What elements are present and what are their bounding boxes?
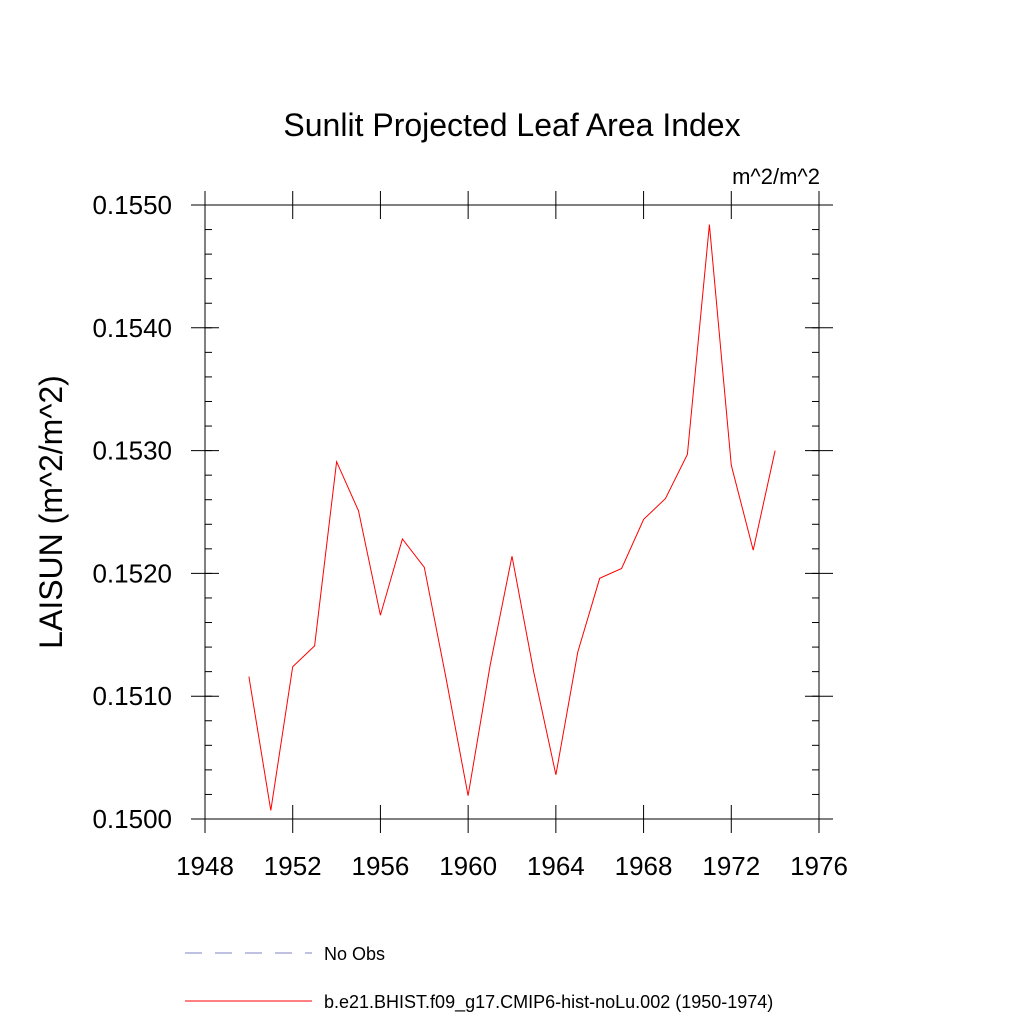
y-tick-label: 0.1520 [92, 558, 172, 588]
y-axis-label: LAISUN (m^2/m^2) [33, 375, 69, 649]
x-axis-ticks [204, 191, 820, 833]
units-label: m^2/m^2 [732, 164, 820, 189]
y-tick-label: 0.1500 [92, 804, 172, 834]
x-tick-label: 1960 [439, 851, 497, 881]
y-tick-label: 0.1550 [92, 190, 172, 220]
x-tick-label: 1952 [264, 851, 322, 881]
series-layer [248, 224, 776, 811]
y-tick-label: 0.1510 [92, 681, 172, 711]
x-tick-label: 1976 [790, 851, 848, 881]
chart-title: Sunlit Projected Leaf Area Index [283, 107, 740, 143]
x-tick-label: 1956 [352, 851, 410, 881]
legend-label-no-obs: No Obs [324, 944, 385, 964]
series-line [248, 224, 776, 811]
y-axis-tick-labels: 0.1500 0.1510 0.1520 0.1530 0.1540 0.1550 [92, 190, 172, 834]
x-tick-label: 1972 [702, 851, 760, 881]
legend-label-model: b.e21.BHIST.f09_g17.CMIP6-hist-noLu.002 … [324, 992, 773, 1013]
y-tick-label: 0.1540 [92, 313, 172, 343]
x-axis-tick-labels: 1948 1952 1956 1960 1964 1968 1972 1976 [176, 851, 848, 881]
y-axis-ticks [191, 204, 833, 820]
x-tick-label: 1948 [176, 851, 234, 881]
plot-frame [204, 204, 820, 820]
legend: No Obs b.e21.BHIST.f09_g17.CMIP6-hist-no… [185, 944, 773, 1013]
x-tick-label: 1968 [615, 851, 673, 881]
y-tick-label: 0.1530 [92, 436, 172, 466]
x-tick-label: 1964 [527, 851, 585, 881]
